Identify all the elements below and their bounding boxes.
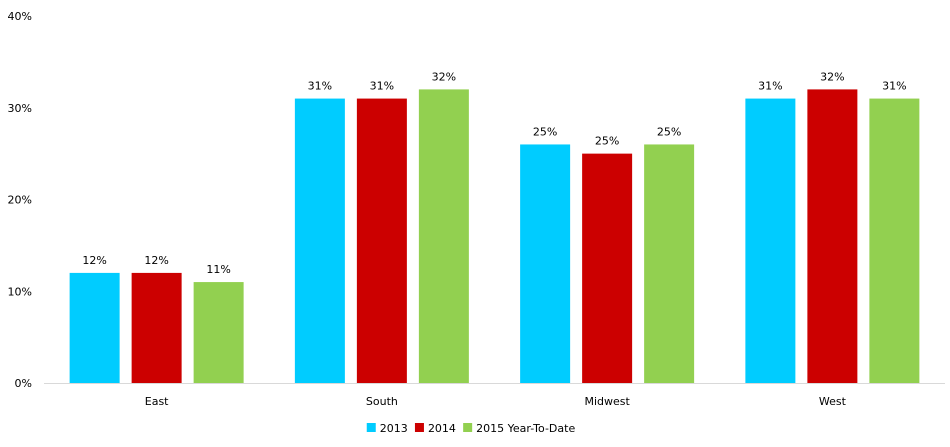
bar-west-2015-year-to-date: [869, 98, 920, 383]
bar-midwest-2015-year-to-date: [644, 144, 695, 383]
data-label: 11%: [206, 263, 230, 276]
x-tick-label: East: [145, 395, 169, 408]
data-label: 25%: [595, 135, 619, 148]
bar-midwest-2014: [582, 153, 633, 383]
bar-east-2015-year-to-date: [193, 282, 244, 383]
legend-swatch: [463, 423, 473, 432]
bar-midwest-2013: [520, 144, 571, 383]
data-labels-group: 12% 12% 11% 31% 31% 32% 25% 25% 25% 31% 32% 31%: [82, 70, 906, 276]
data-label: 25%: [533, 125, 557, 138]
data-label: 32%: [432, 70, 456, 83]
x-axis: East South Midwest West: [145, 395, 847, 408]
data-label: 12%: [82, 254, 106, 267]
y-tick-label: 40%: [8, 10, 32, 23]
legend-label: 2013: [380, 422, 408, 435]
bar-west-2014: [807, 89, 858, 384]
bar-south-2014: [356, 98, 407, 383]
legend-label: 2014: [428, 422, 456, 435]
y-tick-label: 10%: [8, 285, 32, 298]
bars-group: [69, 89, 920, 384]
y-tick-label: 0%: [15, 377, 32, 390]
bar-south-2015-year-to-date: [418, 89, 469, 384]
y-tick-label: 20%: [8, 194, 32, 207]
data-label: 12%: [144, 254, 168, 267]
data-label: 31%: [370, 80, 394, 93]
bar-south-2013: [294, 98, 345, 383]
data-label: 31%: [758, 80, 782, 93]
y-tick-label: 30%: [8, 102, 32, 115]
legend-swatch: [414, 423, 424, 432]
x-tick-label: Midwest: [584, 395, 630, 408]
bar-west-2013: [745, 98, 796, 383]
data-label: 25%: [657, 125, 681, 138]
x-tick-label: South: [366, 395, 398, 408]
legend: 2013 2014 2015 Year-To-Date: [366, 422, 575, 435]
bar-east-2013: [69, 272, 120, 383]
data-label: 31%: [882, 80, 906, 93]
x-tick-label: West: [819, 395, 847, 408]
legend-label: 2015 Year-To-Date: [476, 422, 575, 435]
y-axis: 0% 10% 20% 30% 40%: [8, 10, 32, 390]
data-label: 32%: [820, 70, 844, 83]
legend-swatch: [366, 423, 376, 432]
data-label: 31%: [308, 80, 332, 93]
bar-east-2014: [131, 272, 182, 383]
